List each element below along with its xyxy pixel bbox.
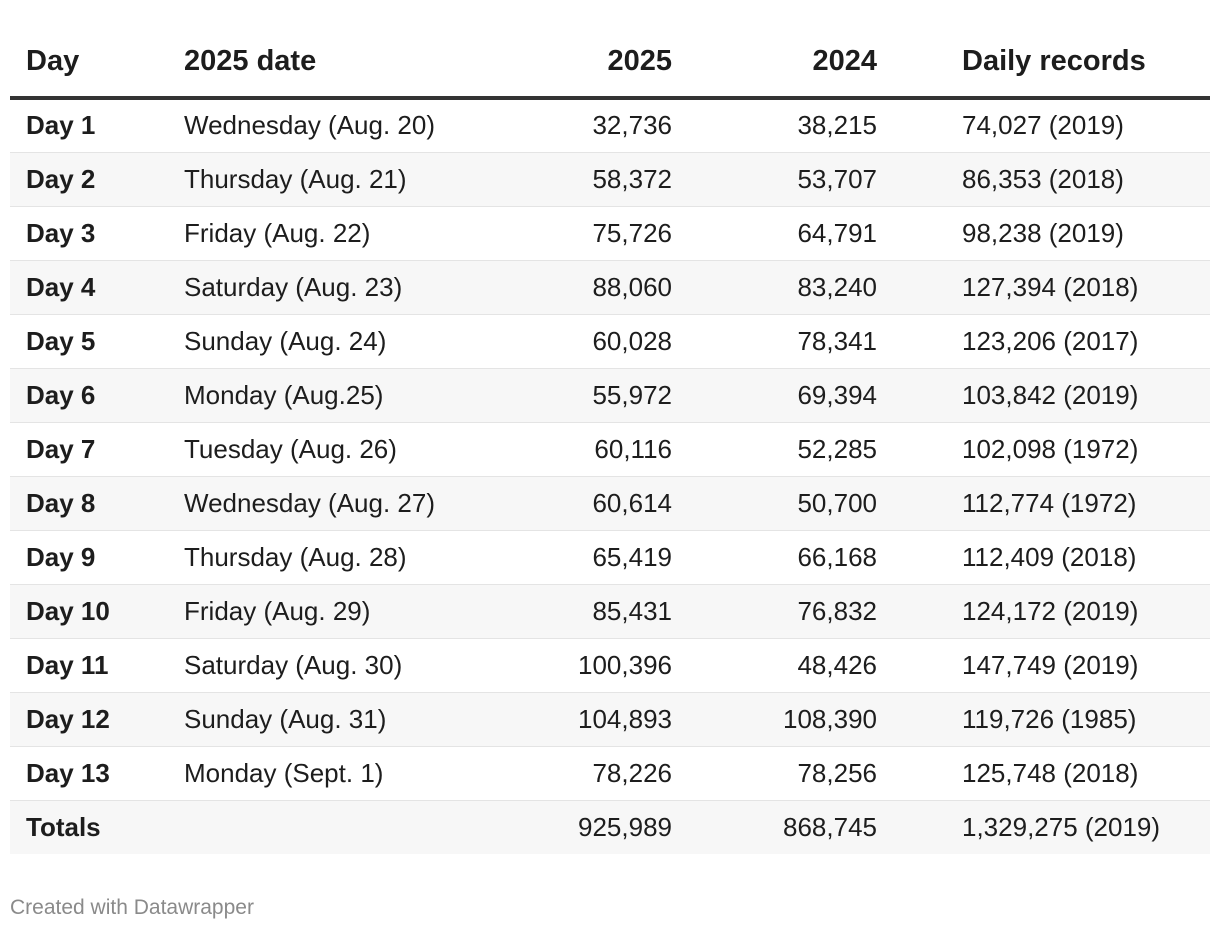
cell-daily-record: 127,394 (2018) bbox=[897, 260, 1210, 315]
cell-date bbox=[168, 800, 520, 854]
table-row: Day 6 Monday (Aug.25) 55,972 69,394 103,842 … bbox=[10, 368, 1210, 423]
table-body: Day 1 Wednesday (Aug. 20) 32,736 38,215 74,0… bbox=[10, 98, 1210, 854]
cell-2024: 66,168 bbox=[692, 530, 897, 585]
cell-day: Day 12 bbox=[10, 692, 168, 747]
table-row: Day 7 Tuesday (Aug. 26) 60,116 52,285 102,09… bbox=[10, 422, 1210, 477]
footer-credit: Created with Datawrapper bbox=[10, 896, 254, 919]
cell-daily-record: 119,726 (1985) bbox=[897, 692, 1210, 747]
table-header-row: Day 2025 date 2025 2024 Daily records bbox=[10, 0, 1210, 100]
cell-date: Sunday (Aug. 24) bbox=[168, 314, 520, 369]
table-row: Day 10 Friday (Aug. 29) 85,431 76,832 124,17… bbox=[10, 584, 1210, 639]
cell-2025: 60,116 bbox=[520, 422, 692, 477]
table-row: Day 4 Saturday (Aug. 23) 88,060 83,240 127,3… bbox=[10, 260, 1210, 315]
cell-2025: 88,060 bbox=[520, 260, 692, 315]
cell-2025: 104,893 bbox=[520, 692, 692, 747]
cell-daily-record: 123,206 (2017) bbox=[897, 314, 1210, 369]
cell-2024: 108,390 bbox=[692, 692, 897, 747]
cell-2024: 64,791 bbox=[692, 206, 897, 261]
header-2025-date: 2025 date bbox=[168, 0, 520, 100]
cell-daily-record: 124,172 (2019) bbox=[897, 584, 1210, 639]
table-row: Day 8 Wednesday (Aug. 27) 60,614 50,700 112,… bbox=[10, 476, 1210, 531]
attendance-table: Day 2025 date 2025 2024 Daily records Da… bbox=[10, 0, 1210, 854]
table-row: Day 1 Wednesday (Aug. 20) 32,736 38,215 74,0… bbox=[10, 98, 1210, 153]
cell-day: Day 9 bbox=[10, 530, 168, 585]
cell-daily-record: 112,774 (1972) bbox=[897, 476, 1210, 531]
header-2024: 2024 bbox=[692, 0, 897, 100]
cell-date: Monday (Aug.25) bbox=[168, 368, 520, 423]
cell-day: Day 10 bbox=[10, 584, 168, 639]
cell-day: Day 13 bbox=[10, 746, 168, 801]
table-row: Day 5 Sunday (Aug. 24) 60,028 78,341 123,206… bbox=[10, 314, 1210, 369]
cell-daily-record: 103,842 (2019) bbox=[897, 368, 1210, 423]
cell-2025: 60,028 bbox=[520, 314, 692, 369]
cell-daily-record: 112,409 (2018) bbox=[897, 530, 1210, 585]
cell-date: Thursday (Aug. 28) bbox=[168, 530, 520, 585]
cell-2025: 60,614 bbox=[520, 476, 692, 531]
cell-date: Monday (Sept. 1) bbox=[168, 746, 520, 801]
cell-2025: 75,726 bbox=[520, 206, 692, 261]
cell-day: Totals bbox=[10, 800, 168, 854]
cell-day: Day 8 bbox=[10, 476, 168, 531]
cell-2025: 85,431 bbox=[520, 584, 692, 639]
table-row: Day 3 Friday (Aug. 22) 75,726 64,791 98,238 … bbox=[10, 206, 1210, 261]
cell-date: Sunday (Aug. 31) bbox=[168, 692, 520, 747]
cell-day: Day 5 bbox=[10, 314, 168, 369]
cell-day: Day 7 bbox=[10, 422, 168, 477]
cell-daily-record: 1,329,275 (2019) bbox=[897, 800, 1210, 854]
cell-2024: 69,394 bbox=[692, 368, 897, 423]
cell-2025: 32,736 bbox=[520, 98, 692, 153]
cell-date: Friday (Aug. 22) bbox=[168, 206, 520, 261]
cell-2024: 83,240 bbox=[692, 260, 897, 315]
cell-date: Saturday (Aug. 23) bbox=[168, 260, 520, 315]
cell-date: Tuesday (Aug. 26) bbox=[168, 422, 520, 477]
table-row: Day 13 Monday (Sept. 1) 78,226 78,256 125,74… bbox=[10, 746, 1210, 801]
attendance-table-container: Day 2025 date 2025 2024 Daily records Da… bbox=[10, 0, 1210, 854]
cell-day: Day 4 bbox=[10, 260, 168, 315]
cell-daily-record: 102,098 (1972) bbox=[897, 422, 1210, 477]
cell-day: Day 2 bbox=[10, 152, 168, 207]
cell-2025: 55,972 bbox=[520, 368, 692, 423]
cell-2024: 76,832 bbox=[692, 584, 897, 639]
cell-2024: 868,745 bbox=[692, 800, 897, 854]
cell-day: Day 6 bbox=[10, 368, 168, 423]
cell-daily-record: 86,353 (2018) bbox=[897, 152, 1210, 207]
cell-2025: 925,989 bbox=[520, 800, 692, 854]
cell-day: Day 11 bbox=[10, 638, 168, 693]
header-daily-records: Daily records bbox=[897, 0, 1210, 100]
cell-2024: 53,707 bbox=[692, 152, 897, 207]
cell-2024: 38,215 bbox=[692, 98, 897, 153]
cell-2024: 52,285 bbox=[692, 422, 897, 477]
cell-day: Day 1 bbox=[10, 98, 168, 153]
table-row: Day 11 Saturday (Aug. 30) 100,396 48,426 147… bbox=[10, 638, 1210, 693]
table-row: Day 9 Thursday (Aug. 28) 65,419 66,168 112,4… bbox=[10, 530, 1210, 585]
table-row: Day 12 Sunday (Aug. 31) 104,893 108,390 119,… bbox=[10, 692, 1210, 747]
cell-daily-record: 125,748 (2018) bbox=[897, 746, 1210, 801]
totals-row: Totals 925,989 868,745 1,329,275 (2019) bbox=[10, 800, 1210, 854]
header-2025: 2025 bbox=[520, 0, 692, 100]
cell-2025: 58,372 bbox=[520, 152, 692, 207]
cell-2024: 50,700 bbox=[692, 476, 897, 531]
cell-date: Friday (Aug. 29) bbox=[168, 584, 520, 639]
cell-daily-record: 147,749 (2019) bbox=[897, 638, 1210, 693]
cell-day: Day 3 bbox=[10, 206, 168, 261]
cell-2025: 65,419 bbox=[520, 530, 692, 585]
cell-2024: 78,341 bbox=[692, 314, 897, 369]
cell-2024: 48,426 bbox=[692, 638, 897, 693]
cell-date: Thursday (Aug. 21) bbox=[168, 152, 520, 207]
cell-daily-record: 74,027 (2019) bbox=[897, 98, 1210, 153]
cell-date: Saturday (Aug. 30) bbox=[168, 638, 520, 693]
table-row: Day 2 Thursday (Aug. 21) 58,372 53,707 86,35… bbox=[10, 152, 1210, 207]
cell-2025: 100,396 bbox=[520, 638, 692, 693]
header-day: Day bbox=[10, 0, 168, 100]
cell-date: Wednesday (Aug. 27) bbox=[168, 476, 520, 531]
cell-date: Wednesday (Aug. 20) bbox=[168, 98, 520, 153]
cell-daily-record: 98,238 (2019) bbox=[897, 206, 1210, 261]
cell-2025: 78,226 bbox=[520, 746, 692, 801]
cell-2024: 78,256 bbox=[692, 746, 897, 801]
